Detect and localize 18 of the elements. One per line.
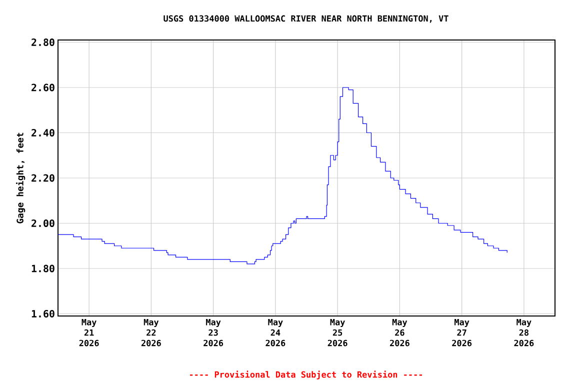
y-tick-label: 1.60 (32, 310, 54, 318)
y-tick-label: 2.40 (32, 128, 54, 137)
x-tick-label: May 25 2026 (328, 319, 348, 346)
text: ---- Provisional Data Subject to Revision ---- (190, 370, 422, 380)
y-tick-label: 2.20 (32, 174, 54, 182)
y-tick-label: 2.80 (32, 38, 54, 46)
x-tick-label: May 27 2026 (452, 319, 472, 346)
y-tick-label: 2.60 (32, 84, 54, 92)
x-tick-label: May 28 2026 (514, 319, 534, 346)
x-tick-label: May 22 2026 (141, 319, 161, 346)
x-tick-label: May 26 2026 (390, 319, 410, 346)
y-tick-label: 2.00 (32, 219, 54, 228)
x-tick-label: May 24 2026 (266, 319, 286, 346)
chart-title: USGS 01334000 WALLOOMSAC RIVER NEAR NORTH BENNINGTON, VT (164, 15, 448, 23)
y-axis-title: Gage height, feet (16, 132, 26, 224)
x-tick-label: May 21 2026 (79, 319, 99, 346)
x-tick-label: May 23 2026 (204, 319, 224, 346)
y-tick-label: 1.80 (32, 264, 54, 272)
